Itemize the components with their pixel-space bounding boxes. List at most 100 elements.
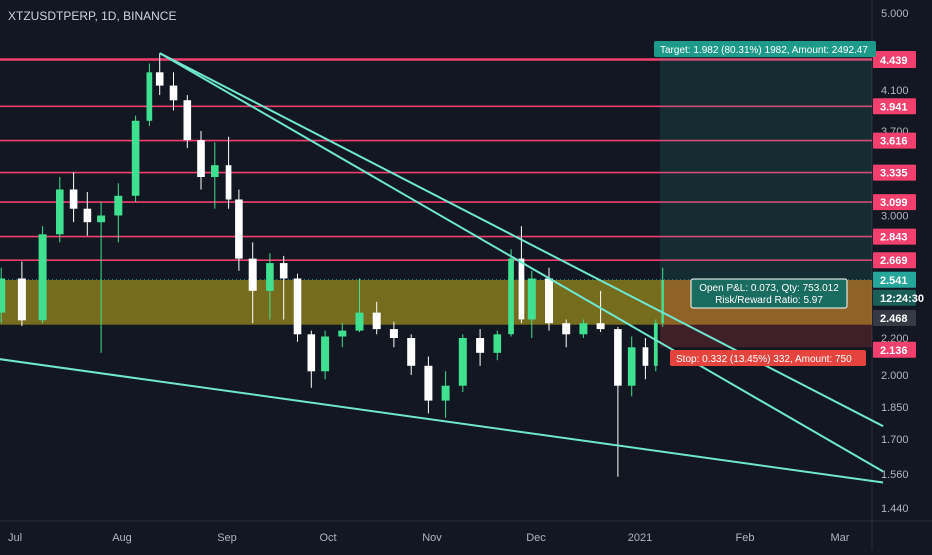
time-tick: Feb [736,532,755,544]
candle-body [235,199,243,259]
price-tick: 1.440 [881,503,909,515]
candle-body [545,278,553,324]
candle-body [627,347,636,386]
countdown-tag: 12:24:30 [880,293,924,305]
time-tick: Aug [112,532,132,544]
horizontal-levels-layer [0,58,872,281]
candle-body [642,347,649,366]
level-tag: 2.843 [880,232,908,244]
level-tag-bg [873,164,916,181]
time-tick: 2021 [628,532,652,544]
level-tag: 3.099 [880,197,908,209]
price-tick: 1.700 [881,434,909,446]
symbol-title: XTZUSDTPERP, 1D, BINANCE [8,9,176,23]
stop-label-bg [670,350,866,366]
candle-body [155,72,164,86]
level-tag-bg [873,228,916,245]
candle-body [458,338,467,386]
candle-body [424,365,433,401]
candle-body [527,278,536,320]
candle-body [266,263,274,291]
candle-body [355,312,364,331]
candle-body [56,189,64,235]
candle-body [225,165,232,200]
candle-body [321,336,330,372]
candle-body [183,100,192,141]
current-price-tag-bg [873,271,916,288]
candle-body [131,120,140,196]
candle-body [0,278,6,313]
candle-body [338,330,347,337]
candle-body [407,338,416,366]
candle-body [614,329,622,386]
stop-tag: 2.136 [880,345,908,357]
price-tick: 5.000 [881,8,909,20]
stop-tag-bg [873,341,916,358]
level-tag-bg [873,52,916,68]
candle-body [38,234,47,321]
candle-body [197,140,205,177]
candle-body [97,215,106,223]
candle-body [248,258,257,291]
candles-layer [0,53,664,477]
price-tick: 4.100 [881,85,909,97]
level-tag-bg [873,132,916,149]
level-tag-bg [873,194,916,211]
target-zone [660,53,872,280]
candle-body [661,280,664,324]
target-label: Target: 1.982 (80.31%) 1982, Amount: 249… [660,45,868,56]
countdown-tag-bg [873,289,916,306]
candle-body [493,334,502,353]
candle-body [293,278,302,335]
candle-body [518,258,525,320]
price-tick: 2.000 [881,370,909,382]
candle-body [372,312,381,330]
pnl-label-bg [690,278,848,309]
time-tick: Oct [319,532,336,544]
price-tick: 1.850 [881,402,909,414]
candle-body [83,208,92,223]
time-tick: Nov [422,532,442,544]
time-tick: Dec [526,532,546,544]
level-tag: 3.941 [880,101,908,113]
trendline [0,358,884,484]
time-tick: Jul [8,532,22,544]
level-tag: 3.335 [880,168,908,180]
candle-body [579,323,588,335]
candle-body [562,323,571,335]
pnl-label: Open P&L: 0.073, Qty: 753.012 [699,283,839,294]
price-tick: 1.560 [881,469,909,481]
candle-body [653,323,658,366]
current-price-tag: 2.541 [880,275,908,287]
price-axis[interactable]: 5.0004.1003.7003.0002.2002.0001.8501.700… [873,8,924,515]
time-tick: Sep [217,532,237,544]
stop-label: Stop: 0.332 (13.45%) 332, Amount: 750 [676,354,852,365]
candle-body [389,329,398,338]
candle-body [596,323,605,330]
candle-body [17,278,26,321]
candle-body [508,258,514,335]
candle-body [279,263,288,279]
level-tag: 2.669 [880,255,908,267]
candle-body [441,385,450,401]
candle-body [169,85,178,101]
zone-tag-bg [873,310,916,326]
zone-tag: 2.468 [880,313,908,325]
time-axis[interactable]: Jul Aug Sep Oct Nov Dec 2021 Feb Mar [8,532,850,544]
position-labels-layer: Target: 1.982 (80.31%) 1982, Amount: 249… [654,41,876,366]
candle-body [211,165,219,177]
candle-body [69,189,78,209]
level-tag: 4.439 [880,55,908,67]
trendline [159,52,884,473]
candle-body [114,195,123,216]
candle-body [476,338,485,353]
target-label-bg [654,41,876,57]
rr-label: Risk/Reward Ratio: 5.97 [715,295,823,306]
candle-body [146,72,153,121]
candle-body [307,334,316,372]
level-tag-bg [873,252,916,269]
price-tick: 3.000 [881,211,909,223]
